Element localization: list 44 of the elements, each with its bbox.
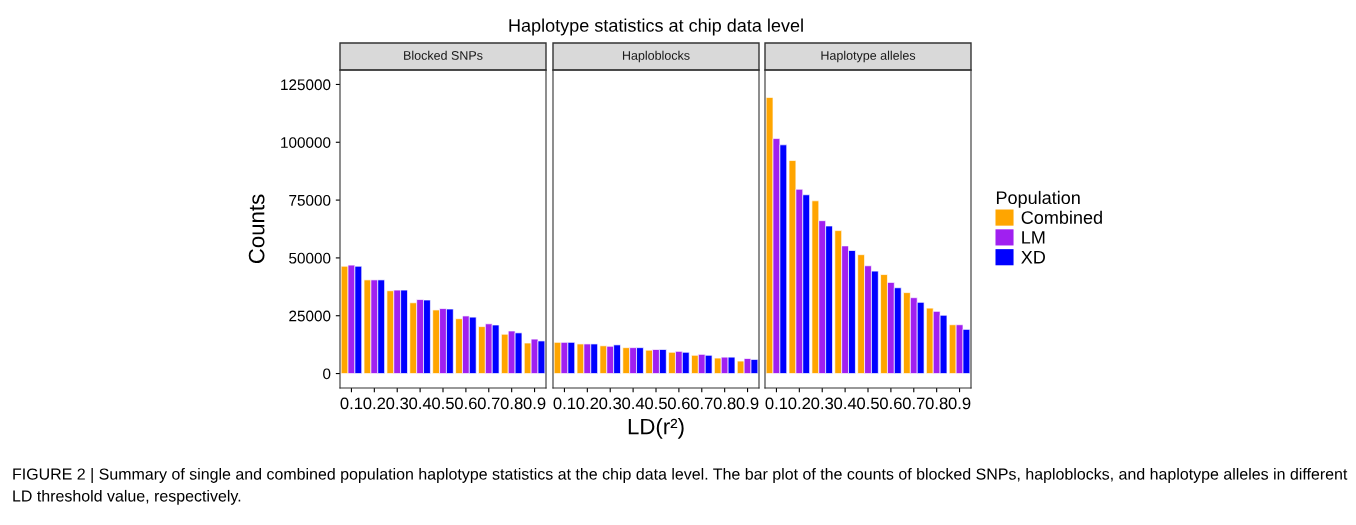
x-tick-label: 0.5 <box>857 397 879 410</box>
y-tick-label: 75000 <box>289 194 331 206</box>
x-tick-label: 0.2 <box>576 397 599 410</box>
legend-label: LM <box>1022 231 1045 244</box>
x-tick-label: 0.5 <box>645 397 667 410</box>
x-tick-label: 0.1 <box>553 397 576 410</box>
chart-subtitle: Haploblocks <box>622 50 690 63</box>
x-tick-label: 0.7 <box>902 397 925 410</box>
y-axis-title: Counts <box>248 194 265 264</box>
legend-label: Combined <box>1021 210 1102 224</box>
y-tick-label: 0 <box>323 368 331 380</box>
y-tick-label: 100000 <box>281 137 331 148</box>
x-tick-label: 0.4 <box>834 397 857 410</box>
x-tick-label: 0.9 <box>523 397 546 410</box>
x-tick-label: 0.1 <box>340 397 363 410</box>
chart-subtitle: Haplotype alleles <box>821 50 916 63</box>
x-axis-title: LD(r²) <box>628 418 684 439</box>
x-tick-label: 0.3 <box>811 397 834 410</box>
x-tick-label: 0.3 <box>599 397 622 410</box>
x-tick-label: 0.2 <box>788 397 811 410</box>
x-tick-label: 0.9 <box>948 397 971 410</box>
x-tick-label: 0.4 <box>409 397 432 410</box>
y-tick-label: 25000 <box>289 310 331 322</box>
x-tick-label: 0.2 <box>363 397 386 410</box>
chart-title: Haplotype statistics at chip data level <box>509 18 803 36</box>
x-tick-label: 0.7 <box>690 397 713 410</box>
x-tick-label: 0.1 <box>765 397 788 410</box>
caption: FIGURE 2 | Summary of single and combined population haplotype statistics at the chip data level. The bar plot of the counts of blocked SNPs, haploblocks, and haplotype alleles in different LD threshold value, respectively. <box>13 468 1348 505</box>
x-tick-label: 0.4 <box>622 397 645 410</box>
x-tick-label: 0.9 <box>736 397 759 410</box>
y-tick-label: 50000 <box>289 252 331 264</box>
chart-subtitle: Blocked SNPs <box>404 50 483 60</box>
x-tick-label: 0.6 <box>667 397 690 410</box>
x-tick-label: 0.6 <box>879 397 902 410</box>
x-tick-label: 0.7 <box>477 397 500 410</box>
x-tick-label: 0.6 <box>454 397 477 410</box>
x-tick-label: 0.5 <box>432 397 454 410</box>
legend-label: XD <box>1021 250 1045 264</box>
y-tick-label: 125000 <box>281 79 331 91</box>
x-tick-label: 0.8 <box>925 397 948 410</box>
x-tick-label: 0.3 <box>386 397 409 410</box>
x-tick-label: 0.8 <box>713 397 736 410</box>
x-tick-label: 0.8 <box>500 397 523 410</box>
legend-title: Population <box>996 190 1080 208</box>
